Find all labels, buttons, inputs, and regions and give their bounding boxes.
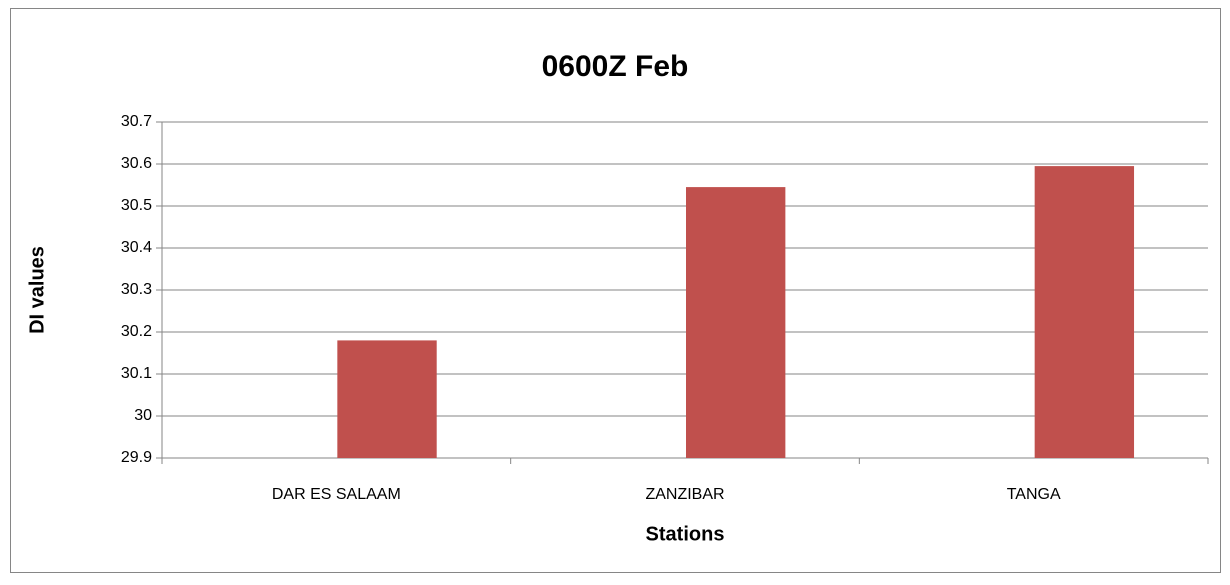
y-tick-label: 30.4 — [121, 239, 152, 256]
x-tick-label: TANGA — [1007, 486, 1061, 503]
y-tick-label: 30.2 — [121, 323, 152, 340]
x-tick-label: ZANZIBAR — [645, 486, 724, 503]
x-tick-label: DAR ES SALAAM — [272, 486, 401, 503]
y-tick-label: 30 — [134, 407, 152, 424]
y-tick-label: 30.1 — [121, 365, 152, 382]
y-tick-label: 30.6 — [121, 155, 152, 172]
bar — [337, 340, 437, 458]
y-tick-label: 30.5 — [121, 197, 152, 214]
y-tick-label: 29.9 — [121, 449, 152, 466]
bar — [686, 187, 786, 458]
chart-title: 0600Z Feb — [542, 50, 689, 83]
y-tick-label: 30.7 — [121, 113, 152, 130]
bar — [1034, 166, 1135, 458]
y-tick-label: 30.3 — [121, 281, 152, 298]
y-axis-label: DI values — [26, 246, 48, 334]
x-axis-label: Stations — [646, 523, 725, 545]
